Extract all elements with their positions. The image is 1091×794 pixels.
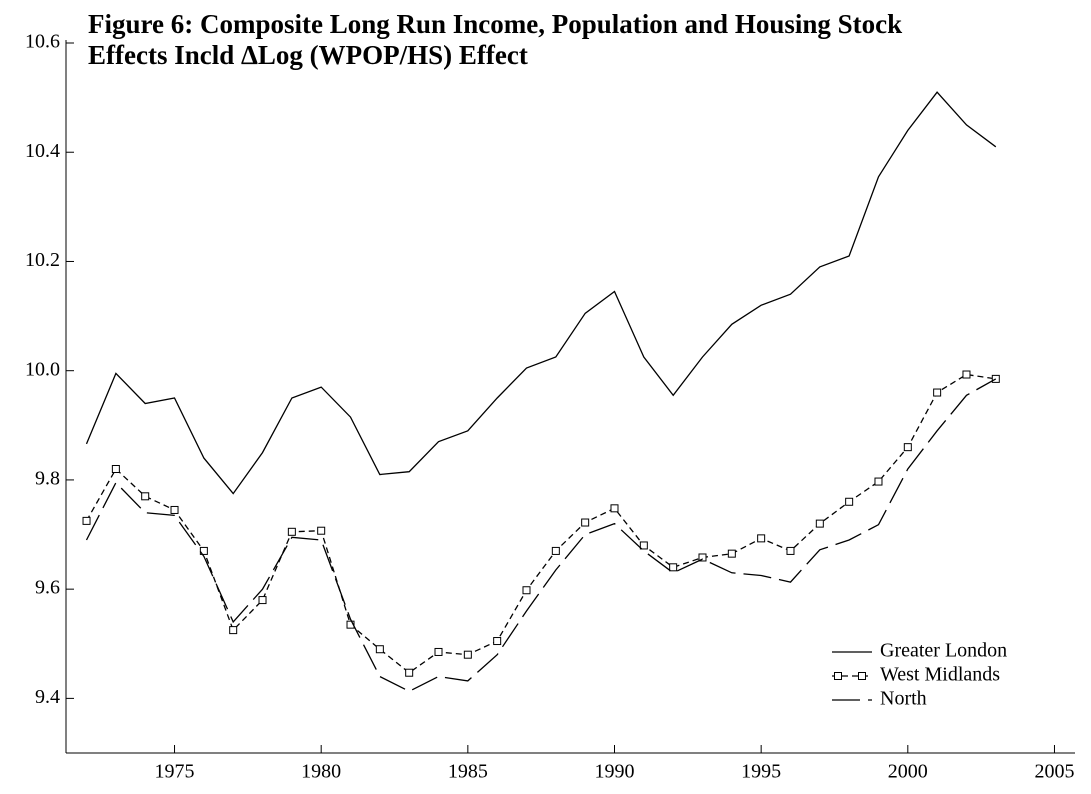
series-marker [786,546,795,555]
x-tick-label: 1990 [594,761,634,783]
series-marker [962,370,971,379]
series-marker [170,505,179,514]
series-marker [610,504,619,513]
legend-marker [834,672,842,680]
series-marker [581,518,590,527]
x-tick-label: 1975 [155,761,195,783]
series-line [85,378,997,693]
series-marker [522,586,531,595]
x-tick-label: 2000 [888,761,928,783]
series-marker [991,374,1000,383]
series-line [85,373,996,674]
x-tick-label: 1980 [301,761,341,783]
series-marker [493,637,502,646]
series-marker [757,534,766,543]
series-marker [199,546,208,555]
y-tick-label: 10.2 [25,249,60,271]
series-marker [141,492,150,501]
series-marker [815,519,824,528]
x-tick-label: 1985 [448,761,488,783]
legend-marker [858,672,866,680]
y-tick-label: 10.0 [25,358,60,380]
series-marker [287,527,296,536]
x-tick-label: 1995 [741,761,781,783]
series-marker [551,546,560,555]
series-marker [463,650,472,659]
series-marker [698,553,707,562]
series-marker [375,645,384,654]
chart-title: Effects Incld ΔLog (WPOP/HS) Effect [88,40,528,70]
series-marker [903,443,912,452]
series-marker [258,596,267,605]
y-tick-label: 10.6 [25,31,60,53]
series-marker [317,526,326,535]
series-marker [669,563,678,572]
y-tick-label: 9.8 [35,468,60,490]
series-marker [874,477,883,486]
chart-title: Figure 6: Composite Long Run Income, Pop… [88,9,902,39]
series-marker [111,465,120,473]
series-marker [845,497,854,506]
series-marker [639,541,648,550]
y-tick-label: 10.4 [25,140,60,162]
legend-label: Greater London [880,640,1007,662]
series-marker [405,668,414,677]
y-tick-label: 9.6 [35,577,60,599]
series-marker [727,549,736,558]
series-marker [229,626,238,635]
series-marker [82,516,91,525]
series-marker [434,647,443,656]
legend-label: West Midlands [880,664,1000,686]
y-tick-label: 9.4 [35,686,60,708]
x-tick-label: 2005 [1034,761,1074,783]
series-marker [933,388,942,397]
legend-label: North [880,688,927,710]
series-line [85,91,997,495]
